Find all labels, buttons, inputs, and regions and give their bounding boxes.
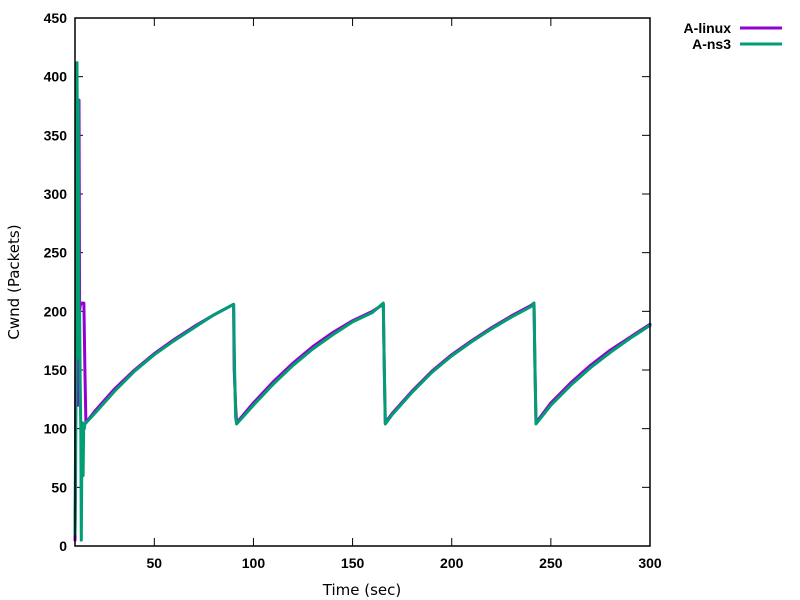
series-line-a-ns3 [73,61,652,542]
x-tick-label: 200 [440,555,464,571]
x-tick-label: 100 [242,555,266,571]
y-tick-label: 0 [59,538,67,554]
y-tick-label: 350 [44,127,68,143]
series-lines [73,61,652,542]
y-tick-label: 150 [44,362,68,378]
y-axis-title: Cwnd (Packets) [5,224,23,339]
y-tick-label: 450 [44,10,68,26]
x-tick-label: 150 [341,555,365,571]
y-tick-label: 250 [44,245,68,261]
x-tick-label: 300 [638,555,662,571]
y-tick-label: 200 [44,303,68,319]
x-tick-label: 50 [147,555,163,571]
legend-label: A-linux [684,20,732,36]
x-axis-title: Time (sec) [322,581,401,599]
y-tick-label: 50 [51,479,67,495]
x-tick-label: 250 [539,555,563,571]
y-tick-label: 400 [44,69,68,85]
y-tick-label: 100 [44,421,68,437]
legend-label: A-ns3 [692,36,731,52]
plot-area-frame [74,17,651,547]
tick-labels: 0 50 100 150 200 250 300 350 400 450 50 100 150 200 25… [44,10,662,571]
y-tick-label: 300 [44,186,68,202]
